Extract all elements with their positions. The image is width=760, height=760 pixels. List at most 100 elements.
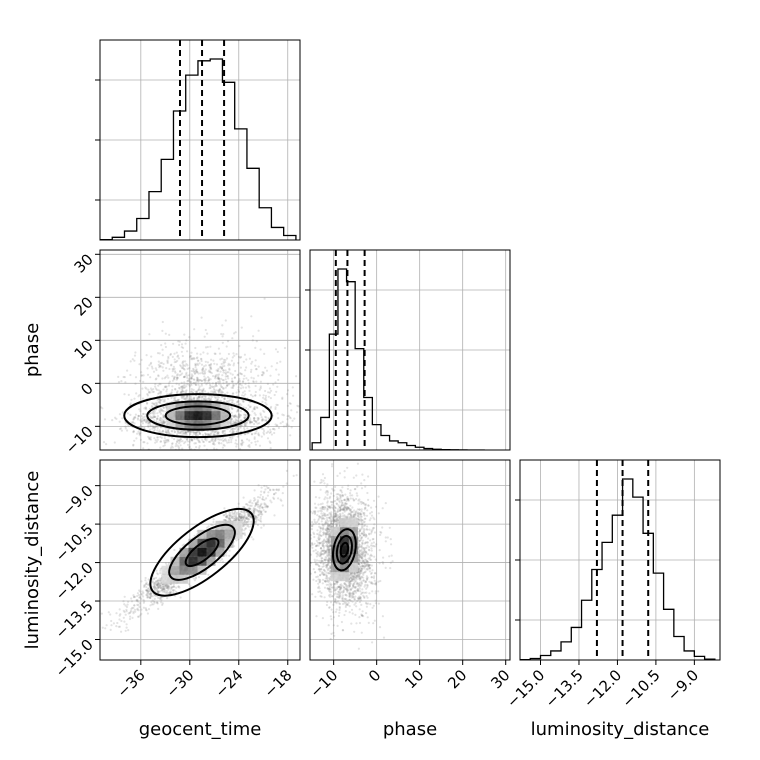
sample-point	[157, 436, 160, 439]
panel-frame	[519, 459, 721, 661]
sample-point	[266, 506, 269, 509]
sample-point	[159, 398, 162, 401]
sample-point	[259, 385, 262, 388]
sample-point	[198, 385, 201, 388]
sample-point	[172, 585, 175, 588]
sample-point	[302, 428, 304, 430]
sample-point	[237, 373, 240, 376]
sample-point	[250, 441, 253, 444]
sample-point	[156, 586, 159, 589]
sample-point	[177, 431, 180, 435]
sample-point	[281, 492, 284, 495]
sample-point	[132, 596, 136, 599]
sample-point	[210, 358, 213, 361]
sample-point	[234, 517, 237, 520]
sample-point	[208, 450, 210, 452]
sample-point	[214, 439, 217, 442]
sample-point	[133, 439, 136, 442]
sample-point	[121, 417, 124, 420]
sample-point	[156, 417, 159, 420]
sample-point	[125, 626, 128, 629]
sample-point	[247, 444, 250, 448]
sample-point	[118, 427, 122, 431]
sample-point	[238, 512, 241, 516]
sample-point	[204, 390, 207, 393]
sample-point	[217, 390, 220, 393]
sample-point	[158, 577, 161, 580]
panel-grid	[310, 250, 510, 450]
sample-point	[137, 414, 140, 418]
sample-point	[214, 374, 217, 377]
sample-point	[212, 442, 215, 445]
sample-point	[257, 374, 260, 377]
sample-point	[157, 579, 160, 582]
sample-point	[212, 375, 215, 378]
sample-point	[192, 398, 195, 401]
sample-point	[187, 397, 190, 400]
sample-point	[172, 451, 174, 453]
sample-point	[164, 376, 167, 379]
sample-point	[277, 489, 280, 492]
sample-point	[249, 504, 252, 507]
sample-point	[157, 590, 160, 594]
sample-point	[118, 614, 121, 617]
sample-point	[152, 585, 155, 588]
sample-point	[127, 629, 130, 632]
sample-point	[152, 581, 155, 584]
sample-point	[227, 517, 230, 521]
sample-point	[232, 517, 235, 520]
sample-point	[132, 444, 135, 447]
sample-point	[224, 373, 228, 376]
sample-point	[177, 357, 180, 360]
sample-point	[259, 505, 262, 508]
sample-point	[244, 432, 247, 436]
sample-point	[219, 370, 222, 373]
sample-point	[172, 342, 175, 345]
sample-point	[213, 389, 216, 392]
sample-point	[236, 435, 239, 438]
sample-point	[140, 612, 143, 616]
sample-point	[173, 367, 176, 370]
sample-point	[314, 417, 316, 419]
sample-point	[238, 515, 241, 518]
sample-point	[194, 432, 197, 435]
sample-point	[199, 432, 202, 435]
sample-point	[266, 437, 270, 440]
sample-point	[272, 383, 275, 386]
sample-point	[227, 364, 230, 367]
sample-point	[256, 453, 258, 455]
sample-point	[265, 419, 268, 422]
sample-point	[211, 430, 214, 433]
sample-point	[204, 432, 207, 435]
sample-point	[184, 390, 187, 393]
sample-point	[158, 400, 161, 403]
sample-point	[162, 421, 165, 424]
sample-point	[143, 441, 146, 444]
sample-point	[239, 517, 242, 520]
sample-point	[175, 441, 179, 444]
sample-point	[230, 422, 233, 425]
sample-point	[243, 416, 246, 419]
sample-point	[161, 408, 164, 412]
sample-point	[265, 431, 268, 434]
sample-point	[230, 359, 233, 362]
sample-point	[225, 514, 229, 518]
sample-point	[154, 594, 157, 597]
sample-point	[175, 433, 178, 436]
sample-point	[165, 385, 168, 388]
sample-point	[250, 520, 253, 524]
sample-point	[140, 371, 143, 374]
sample-point	[158, 401, 161, 404]
sample-point	[149, 425, 152, 428]
sample-point	[222, 387, 225, 390]
sample-point	[217, 347, 220, 350]
sample-point	[245, 521, 248, 524]
sample-point	[253, 407, 256, 410]
sample-point	[182, 346, 185, 349]
sample-point	[225, 554, 228, 557]
sample-point	[149, 592, 153, 595]
sample-point	[226, 375, 229, 378]
sample-point	[123, 595, 126, 598]
sample-point	[253, 417, 256, 420]
sample-point	[138, 602, 141, 605]
